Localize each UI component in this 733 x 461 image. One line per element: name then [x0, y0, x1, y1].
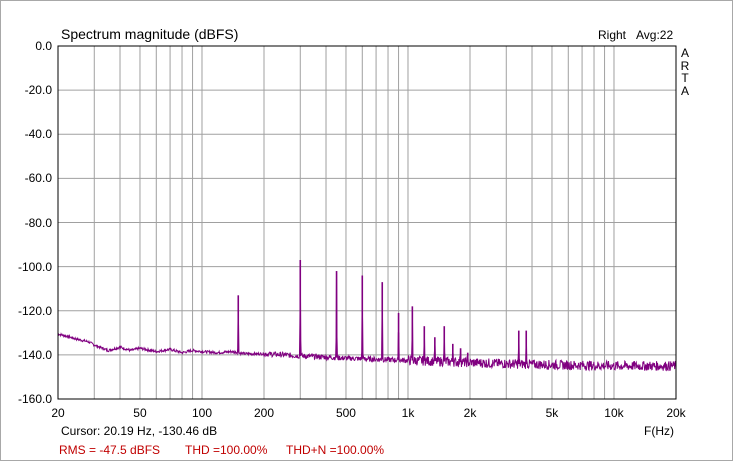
y-tick-label: -140.0 — [17, 347, 52, 362]
plot-area-border — [57, 45, 677, 400]
arta-letter: A — [680, 83, 689, 98]
x-tick-label: 2k — [463, 406, 477, 420]
y-tick-label: -40.0 — [24, 127, 52, 142]
x-tick-label: 20 — [51, 406, 65, 420]
x-tick-label: 100 — [191, 406, 212, 420]
channel-label: Right — [598, 28, 627, 42]
y-tick-label: -100.0 — [17, 259, 52, 274]
cursor-readout: Cursor: 20.19 Hz, -130.46 dB — [61, 424, 218, 438]
y-tick-label: -160.0 — [17, 392, 52, 406]
y-tick-label: 0.0 — [35, 39, 52, 53]
y-tick-label: -120.0 — [17, 303, 52, 318]
y-tick-label: -60.0 — [24, 171, 52, 186]
x-tick-label: 10k — [604, 406, 624, 420]
x-tick-label: 500 — [335, 406, 356, 420]
average-count: Avg:22 — [636, 28, 674, 42]
spectrum-trace — [57, 272, 677, 372]
x-tick-label: 5k — [545, 406, 559, 420]
arta-letter: T — [681, 71, 689, 85]
thd-readout: THD =100.00% — [185, 443, 268, 457]
x-tick-label: 1k — [401, 406, 415, 420]
y-tick-label: -20.0 — [24, 83, 52, 98]
rms-readout: RMS = -47.5 dBFS — [59, 443, 161, 457]
thdn-readout: THD+N =100.00% — [286, 443, 385, 457]
y-tick-label: -80.0 — [24, 215, 52, 230]
arta-letter: A — [680, 46, 689, 60]
chart-title: Spectrum magnitude (dBFS) — [61, 26, 239, 42]
arta-letter: R — [680, 58, 690, 73]
x-tick-label: 20k — [666, 406, 686, 420]
arta-logo: A R T A — [680, 47, 690, 97]
x-tick-label: 50 — [133, 406, 147, 420]
x-tick-label: 200 — [253, 406, 275, 420]
x-axis-label: F(Hz) — [644, 424, 674, 438]
